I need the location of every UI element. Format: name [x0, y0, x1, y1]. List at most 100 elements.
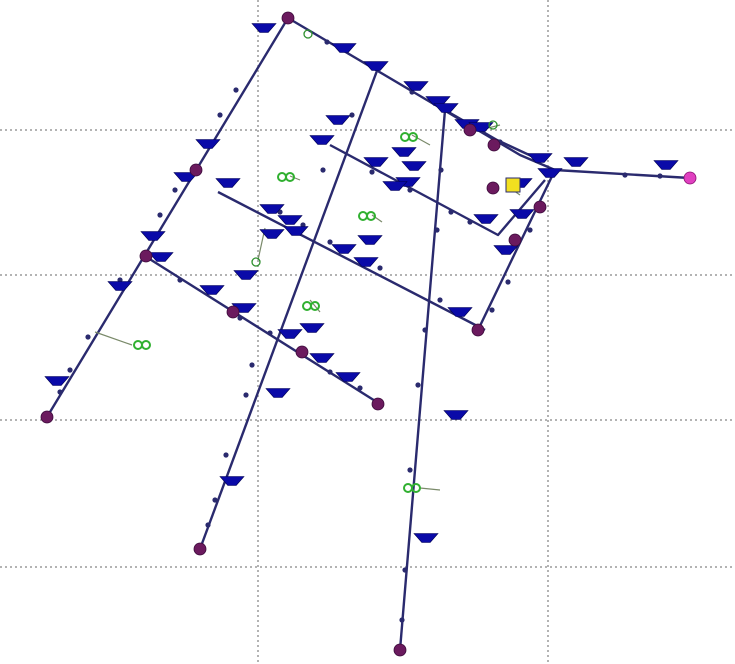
valve-icon[interactable] — [488, 120, 498, 130]
fixture-icon[interactable] — [363, 61, 389, 71]
fixture-icon[interactable] — [493, 245, 519, 255]
connector-icon[interactable] — [400, 132, 410, 142]
connector-icon[interactable] — [285, 172, 295, 182]
fixture-icon[interactable] — [219, 476, 245, 486]
fixture-icon[interactable] — [277, 215, 303, 225]
pipe-joint — [172, 187, 178, 193]
pipe-joint — [320, 167, 326, 173]
fixture-icon[interactable] — [140, 231, 166, 241]
junction-node[interactable] — [486, 181, 500, 195]
pipe-joint — [217, 112, 223, 118]
fixture-icon[interactable] — [331, 43, 357, 53]
fixture-icon[interactable] — [357, 235, 383, 245]
junction-node[interactable] — [189, 163, 203, 177]
pipe-segment[interactable] — [476, 169, 557, 331]
fixture-icon[interactable] — [527, 153, 553, 163]
valve-icon[interactable] — [303, 29, 313, 39]
fixture-icon[interactable] — [391, 147, 417, 157]
connector-icon[interactable] — [302, 301, 312, 311]
pipe-joint — [434, 227, 440, 233]
pipe-joint — [399, 617, 405, 623]
connector-icon[interactable] — [403, 483, 413, 493]
pipe-segment[interactable] — [398, 109, 447, 651]
fixture-icon[interactable] — [259, 204, 285, 214]
connector-icon[interactable] — [277, 172, 287, 182]
fixture-icon[interactable] — [277, 329, 303, 339]
fixture-icon[interactable] — [195, 139, 221, 149]
pipe-segment[interactable] — [45, 17, 290, 418]
junction-node[interactable] — [471, 323, 485, 337]
fixture-icon[interactable] — [353, 257, 379, 267]
fixture-icon[interactable] — [443, 410, 469, 420]
fixture-icon[interactable] — [283, 226, 309, 236]
junction-node[interactable] — [139, 249, 153, 263]
pipe-segment[interactable] — [198, 67, 380, 550]
fixture-icon[interactable] — [335, 372, 361, 382]
fixture-icon[interactable] — [653, 160, 679, 170]
fixture-layer — [44, 23, 679, 543]
fixture-icon[interactable] — [331, 244, 357, 254]
pipe-joint — [205, 522, 211, 528]
junction-node[interactable] — [40, 410, 54, 424]
pipe-joint — [249, 362, 255, 368]
pipe-segment[interactable] — [329, 143, 546, 237]
fixture-icon[interactable] — [413, 533, 439, 543]
pipe-joint — [67, 367, 73, 373]
fixture-icon[interactable] — [363, 157, 389, 167]
pipe-segment[interactable] — [444, 108, 541, 162]
connector-icon[interactable] — [411, 483, 421, 493]
fixture-icon[interactable] — [563, 157, 589, 167]
fixture-icon[interactable] — [251, 23, 277, 33]
fixture-icon[interactable] — [215, 178, 241, 188]
fixture-icon[interactable] — [299, 323, 325, 333]
fixture-icon[interactable] — [403, 81, 429, 91]
fixture-icon[interactable] — [537, 168, 563, 178]
connector-icon[interactable] — [408, 132, 418, 142]
fixture-icon[interactable] — [447, 307, 473, 317]
connector-icon[interactable] — [310, 301, 320, 311]
fixture-icon[interactable] — [309, 353, 335, 363]
fixture-icon[interactable] — [44, 376, 70, 386]
pipe-segment[interactable] — [147, 256, 381, 406]
connector-icon[interactable] — [358, 211, 368, 221]
fixture-icon[interactable] — [259, 229, 285, 239]
selected-node[interactable] — [505, 177, 521, 193]
fixture-icon[interactable] — [233, 270, 259, 280]
junction-node[interactable] — [371, 397, 385, 411]
fixture-icon[interactable] — [199, 285, 225, 295]
fixture-icon[interactable] — [325, 115, 351, 125]
junction-node[interactable] — [193, 542, 207, 556]
junction-node[interactable] — [533, 200, 547, 214]
junction-node[interactable] — [463, 123, 477, 137]
fixture-icon[interactable] — [433, 103, 459, 113]
connector-icon[interactable] — [141, 340, 151, 350]
pipe-segment[interactable] — [217, 190, 486, 332]
connector-icon[interactable] — [133, 340, 143, 350]
fixture-icon[interactable] — [401, 161, 427, 171]
connector-icon[interactable] — [366, 211, 376, 221]
junction-node[interactable] — [393, 643, 407, 657]
fixture-icon[interactable] — [265, 388, 291, 398]
fixture-icon[interactable] — [382, 181, 408, 191]
source-node[interactable] — [683, 171, 697, 185]
junction-node[interactable] — [295, 345, 309, 359]
junction-node[interactable] — [508, 233, 522, 247]
pipe-joint — [349, 112, 355, 118]
pipe-joint — [467, 219, 473, 225]
junction-node[interactable] — [226, 305, 240, 319]
fixture-icon[interactable] — [509, 209, 535, 219]
pipe-joint — [415, 382, 421, 388]
junction-node[interactable] — [281, 11, 295, 25]
fixture-icon[interactable] — [473, 214, 499, 224]
fixture-icon[interactable] — [148, 252, 174, 262]
fixture-icon[interactable] — [107, 281, 133, 291]
junction-node[interactable] — [487, 138, 501, 152]
fixture-icon[interactable] — [309, 135, 335, 145]
valve-icon[interactable] — [251, 257, 261, 267]
pipe-joint — [327, 369, 333, 375]
pipe-joint — [57, 389, 63, 395]
connector-layer — [133, 132, 421, 493]
pipe-joint — [267, 330, 273, 336]
